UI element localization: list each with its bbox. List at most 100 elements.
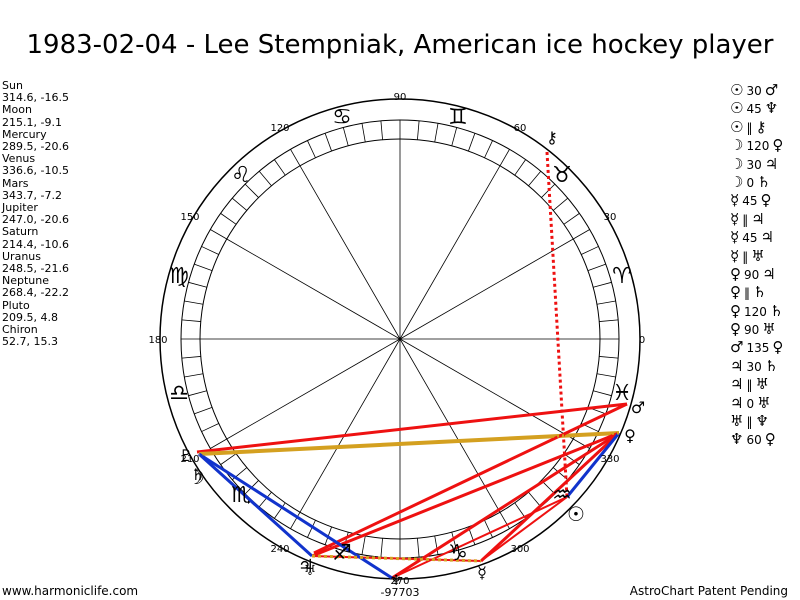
aspect-row: ☿ 45 ♃ <box>730 228 783 246</box>
degree-tick <box>599 319 619 322</box>
degree-label-90: 90 <box>394 92 407 103</box>
degree-tick <box>380 120 383 140</box>
house-spoke <box>226 338 401 440</box>
degree-tick <box>417 120 420 140</box>
degree-tick <box>499 149 510 166</box>
degree-tick <box>181 319 201 322</box>
degree-tick <box>184 373 204 378</box>
degree-tick <box>307 140 316 158</box>
degree-tick <box>514 159 526 176</box>
degree-tick <box>307 520 316 538</box>
degree-tick <box>563 213 580 225</box>
degree-tick <box>361 123 366 143</box>
venus-icon: ♀ <box>624 426 636 445</box>
aspect-row: ♀ 120 ♄ <box>730 302 783 320</box>
planet-name: Venus <box>2 152 36 166</box>
degree-label-150: 150 <box>180 212 199 223</box>
planet-entry-jupiter: Jupiter 247.0, -20.6 <box>2 201 69 227</box>
aspect-planet-a: ♃ <box>730 393 744 412</box>
degree-tick <box>201 423 219 432</box>
aspect-planet-b: ♃ <box>762 264 776 283</box>
sun-icon: ☉ <box>567 502 585 526</box>
house-spoke <box>399 338 501 513</box>
aspect-line <box>391 431 620 580</box>
aspect-planet-b: ♂ <box>764 81 779 99</box>
aspect-planet-a: ☉ <box>730 81 744 99</box>
aspect-list: ☉ 30 ♂ ☉ 45 ♆ ☉ ‖ ⚷ ☽ 120 ♀ ☽ 30 ♃ ☽ 0 ♄ ☿ 45 ♀ ☿ ‖ ♃ ☿ 4… <box>730 81 783 449</box>
aspect-row: ☽ 0 ♄ <box>730 173 783 191</box>
planet-entry-saturn: Saturn 214.4, -10.6 <box>2 225 69 251</box>
taurus-icon: ♉ <box>552 163 572 188</box>
degree-label-180: 180 <box>148 335 167 346</box>
degree-tick <box>188 390 207 397</box>
degree-tick <box>290 512 301 529</box>
aspect-value: 0 <box>746 175 755 190</box>
degree-label-30: 30 <box>604 212 617 223</box>
aspect-row: ☿ ‖ ♅ <box>730 247 783 265</box>
planet-entry-chiron: Chiron 52.7, 15.3 <box>2 323 69 348</box>
degree-tick <box>274 502 286 519</box>
degree-tick <box>484 520 493 538</box>
planet-coords: 343.7, -7.2 <box>2 188 62 202</box>
aspect-planet-b: ♀ <box>772 338 784 357</box>
degree-tick <box>514 502 526 519</box>
aspect-row: ♀ 90 ♅ <box>730 320 783 338</box>
aspect-planet-b: ♆ <box>755 412 769 431</box>
pisces-icon: ♓ <box>612 381 632 406</box>
planet-coords: 336.6, -10.5 <box>2 164 69 178</box>
planet-name: Mars <box>2 176 29 190</box>
degree-tick <box>201 246 219 255</box>
planet-name: Neptune <box>2 274 50 288</box>
aspect-planet-b: ♅ <box>757 393 771 412</box>
bottom-value: -97703 <box>381 586 420 599</box>
degree-tick <box>484 140 493 158</box>
aspect-line <box>565 432 621 498</box>
degree-tick <box>258 491 272 508</box>
aspect-value: ‖ <box>746 120 753 135</box>
mercury-icon: ☿ <box>477 563 487 582</box>
moon-icon: ☽ <box>187 465 205 489</box>
aspect-planet-a: ☿ <box>730 246 740 265</box>
degree-tick <box>342 127 349 146</box>
mars-icon: ♂ <box>631 398 645 417</box>
aspect-planet-a: ♀ <box>730 320 741 339</box>
aspect-planet-b: ⚷ <box>755 117 767 136</box>
aspect-planet-a: ☽ <box>730 136 744 155</box>
degree-tick <box>593 390 612 397</box>
degree-label-210: 210 <box>180 454 199 465</box>
aspect-planet-b: ♃ <box>760 228 774 247</box>
degree-label-330: 330 <box>600 454 619 465</box>
aspect-line <box>391 496 568 579</box>
aspect-line <box>197 452 314 558</box>
planet-coords: 247.0, -20.6 <box>2 213 69 227</box>
degree-tick <box>290 149 301 166</box>
aspect-planet-a: ♀ <box>730 283 741 302</box>
aspect-value: ‖ <box>742 249 749 264</box>
planet-name: Moon <box>2 103 32 117</box>
capricorn-icon: ♑ <box>448 541 468 566</box>
aspect-value: 30 <box>746 359 762 374</box>
aspect-value: 60 <box>746 433 762 448</box>
aspect-row: ♀ 90 ♃ <box>730 265 783 283</box>
planet-name: Saturn <box>2 225 39 239</box>
aspect-value: 120 <box>746 139 770 154</box>
degree-label-120: 120 <box>270 123 289 134</box>
planet-entry-moon: Moon 215.1, -9.1 <box>2 103 69 129</box>
aspect-planet-a: ☿ <box>730 191 740 210</box>
aspect-planet-a: ☽ <box>730 172 744 191</box>
degree-tick <box>451 127 458 146</box>
degree-tick <box>593 281 612 288</box>
house-spoke <box>399 238 574 340</box>
aspect-value: 30 <box>746 157 762 172</box>
footer-patent: AstroChart Patent Pending <box>629 584 788 598</box>
aspect-line <box>479 431 621 563</box>
planet-coords: 215.1, -9.1 <box>2 115 62 129</box>
zodiac-signs: ♈ ♉ ♊ ♋ ♌ ♍ ♎ ♏ ♐ ♑ ♒ ♓ <box>169 105 632 566</box>
aspect-row: ♅ ‖ ♆ <box>730 412 783 430</box>
degree-tick <box>210 438 227 449</box>
degree-tick <box>361 535 366 555</box>
planet-name: Jupiter <box>2 201 38 215</box>
aspect-value: ‖ <box>746 415 753 430</box>
aspect-planet-b: ♅ <box>751 246 765 265</box>
aspect-row: ☽ 120 ♀ <box>730 136 783 154</box>
